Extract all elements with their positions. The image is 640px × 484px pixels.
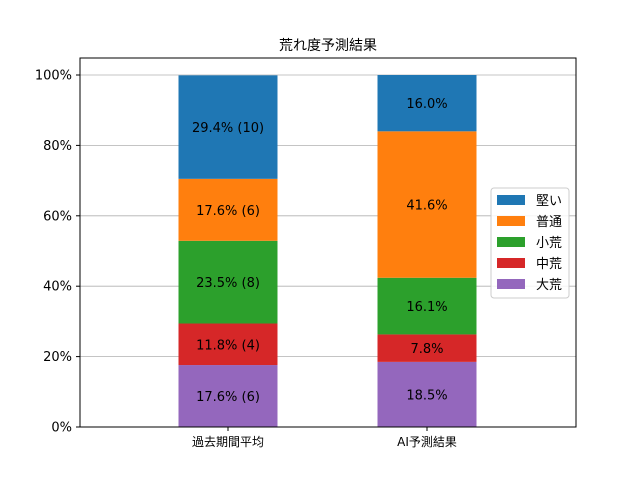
legend-label: 大荒 xyxy=(536,278,562,293)
bar-segment xyxy=(377,361,477,427)
legend-label: 中荒 xyxy=(536,257,562,272)
y-tick-label: 80% xyxy=(43,139,72,154)
bar-segment xyxy=(377,334,477,362)
bars: 17.6% (6) 11.8% (4) 23.5% (8) 17.6% (6) 29.4… xyxy=(178,75,477,427)
bar-data-label: 11.8% (4) xyxy=(196,338,260,353)
legend-label: 普通 xyxy=(536,215,562,230)
bar-data-label: 7.8% xyxy=(410,342,443,357)
x-tick-label: AI予測結果 xyxy=(397,435,457,449)
y-tick-label: 100% xyxy=(35,69,72,84)
bar-data-label: 17.6% (6) xyxy=(196,390,260,405)
bar-data-label: 17.6% (6) xyxy=(196,204,260,219)
x-axis: 過去期間平均 AI予測結果 xyxy=(192,427,457,449)
legend-swatch xyxy=(497,195,525,205)
bar-data-label: 41.6% xyxy=(406,199,447,214)
y-tick-label: 40% xyxy=(43,280,72,295)
legend-swatch xyxy=(497,279,525,289)
y-tick-label: 20% xyxy=(43,350,72,365)
bar-segment xyxy=(178,178,278,241)
legend-label: 堅い xyxy=(536,194,562,209)
legend-swatch xyxy=(497,258,525,268)
bar-segment xyxy=(178,240,278,324)
chart-title: 荒れ度予測結果 xyxy=(279,38,377,54)
legend-box xyxy=(490,187,570,299)
bar-segment xyxy=(178,323,278,366)
bar-segment xyxy=(377,75,477,132)
bar-segment xyxy=(178,365,278,427)
y-tick-label: 60% xyxy=(43,209,72,224)
bar-segment xyxy=(178,75,278,179)
legend-swatch xyxy=(497,216,525,226)
plot-frame xyxy=(79,57,577,428)
bar-data-label: 16.1% xyxy=(406,300,447,315)
bar-data-label: 29.4% (10) xyxy=(192,121,264,136)
y-axis: 0% 20% 40% 60% 80% 100% xyxy=(35,69,80,436)
bar-data-label: 18.5% xyxy=(406,388,447,403)
x-tick-label: 過去期間平均 xyxy=(192,435,264,449)
legend-swatch xyxy=(497,237,525,247)
legend-label: 小荒 xyxy=(536,236,562,251)
bar-segment xyxy=(377,277,477,335)
y-tick-label: 0% xyxy=(51,421,72,436)
bar-data-label: 16.0% xyxy=(406,97,447,112)
bar-data-label: 23.5% (8) xyxy=(196,276,260,291)
bar-segment xyxy=(377,131,477,278)
